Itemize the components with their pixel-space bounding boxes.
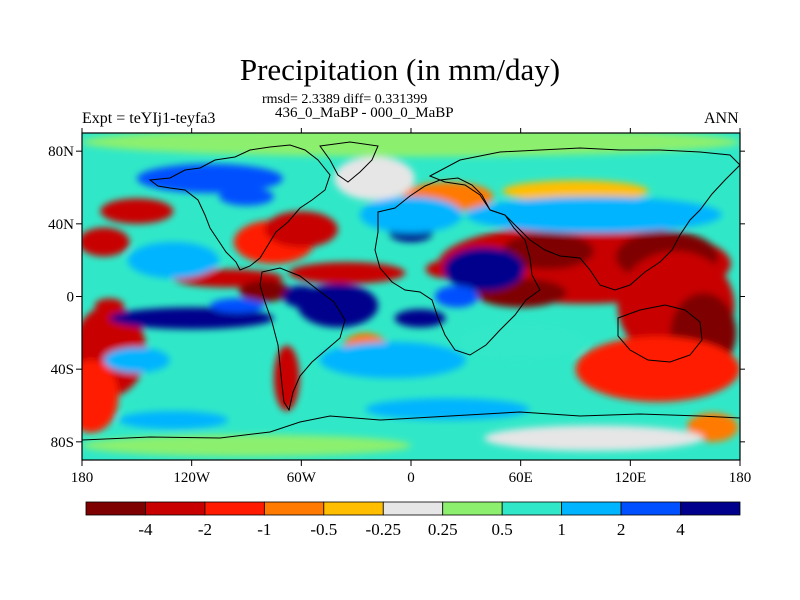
anomaly-region-36: [359, 196, 463, 233]
colorbar-segment-10: [680, 501, 741, 516]
anomaly-region-30: [283, 285, 320, 308]
experiment-subtitle: 436_0_MaBP - 000_0_MaBP: [275, 105, 454, 121]
colorbar-label-6: 0.5: [492, 520, 513, 539]
y-tick-label-0: 80N: [48, 144, 74, 160]
anomaly-region-33: [394, 309, 446, 328]
anomaly-region-31: [443, 247, 525, 292]
anomaly-region-25: [127, 241, 220, 279]
colorbar-label-0: -4: [138, 520, 153, 539]
colorbar-segment-2: [204, 501, 265, 516]
y-tick-label-1: 40N: [48, 217, 74, 233]
coastline-outlines: [82, 141, 740, 441]
anomaly-region-39: [319, 341, 466, 379]
x-tick-label-6: 180: [729, 470, 752, 486]
x-tick-label-1: 120W: [173, 470, 211, 486]
coastline-africa-europe: [374, 177, 541, 356]
x-tick-label-0: 180: [71, 470, 94, 486]
colorbar-segment-0: [85, 501, 146, 516]
x-tick-label-3: 0: [407, 470, 415, 486]
season-label: ANN: [704, 110, 739, 127]
anomaly-region-28: [103, 347, 170, 373]
anomaly-region-26: [109, 307, 274, 330]
y-tick-label-4: 80S: [51, 435, 74, 451]
colorbar-label-3: -0.5: [310, 520, 337, 539]
anomaly-region-43: [82, 434, 411, 457]
anomaly-region-42: [118, 410, 229, 430]
anomaly-region-15: [239, 280, 291, 302]
anomaly-region-40: [456, 323, 585, 361]
colorbar-segment-5: [382, 501, 444, 516]
anomaly-region-24: [82, 133, 740, 157]
anomaly-region-32: [434, 285, 479, 308]
anomaly-region-13: [264, 211, 338, 248]
statistics-line: rmsd= 2.3389 diff= 0.331399: [262, 92, 428, 107]
coastline-asia: [428, 147, 740, 291]
anomaly-region-21: [502, 180, 649, 203]
colorbar-label-8: 2: [617, 520, 626, 539]
colorbar-segment-3: [263, 501, 325, 516]
colorbar-segment-1: [145, 501, 206, 516]
x-tick-label-4: 60E: [509, 470, 533, 486]
colorbar-segment-7: [501, 501, 563, 516]
precipitation-field: [82, 133, 740, 460]
anomaly-region-16: [288, 261, 406, 284]
coastline-north-america: [148, 144, 331, 271]
colorbar: -4 -2 -1 -0.5 -0.25 0.25 0.5 1 2 4: [85, 501, 741, 539]
coastline-antarctica: [82, 411, 740, 441]
x-tick-label-5: 120E: [614, 470, 646, 486]
y-tick-label-2: 0: [67, 290, 75, 306]
y-tick-label-3: 40S: [51, 362, 74, 378]
colorbar-label-2: -1: [257, 520, 271, 539]
coastline-greenland: [319, 141, 379, 183]
map-axes: 180 120W 60W 0 60E 120E 180 80N 40N 0 40S 80S: [48, 128, 751, 486]
map-title: Precipitation (in mm/day): [239, 52, 561, 87]
anomaly-region-38: [219, 187, 274, 206]
anomaly-region-5: [575, 336, 740, 402]
colorbar-segment-4: [323, 501, 384, 516]
anomaly-region-10: [82, 227, 130, 257]
x-tick-label-2: 60W: [287, 470, 317, 486]
colorbar-label-4: -0.25: [366, 520, 401, 539]
anomaly-region-19: [94, 298, 125, 313]
colorbar-segment-8: [561, 501, 622, 516]
anomaly-region-11: [100, 198, 174, 224]
experiment-label: Expt = teYIj1-teyfa3: [82, 110, 216, 127]
anomaly-region-35: [465, 196, 722, 233]
anomaly-region-23: [686, 412, 739, 442]
anomaly-region-41: [365, 398, 530, 421]
anomaly-region-27: [209, 298, 265, 313]
anomaly-region-17: [273, 345, 300, 411]
anomaly-region-37: [136, 163, 284, 193]
colorbar-segment-6: [442, 501, 503, 516]
colorbar-label-7: 1: [557, 520, 566, 539]
coastline-south-america: [259, 267, 346, 412]
colorbar-label-5: 0.25: [428, 520, 458, 539]
anomaly-region-22: [334, 156, 415, 201]
anomaly-region-9: [82, 360, 119, 433]
colorbar-segment-9: [620, 501, 681, 516]
colorbar-label-9: 4: [676, 520, 685, 539]
coastline-australia: [617, 304, 703, 363]
anomaly-region-44: [484, 425, 704, 451]
colorbar-label-1: -2: [198, 520, 212, 539]
